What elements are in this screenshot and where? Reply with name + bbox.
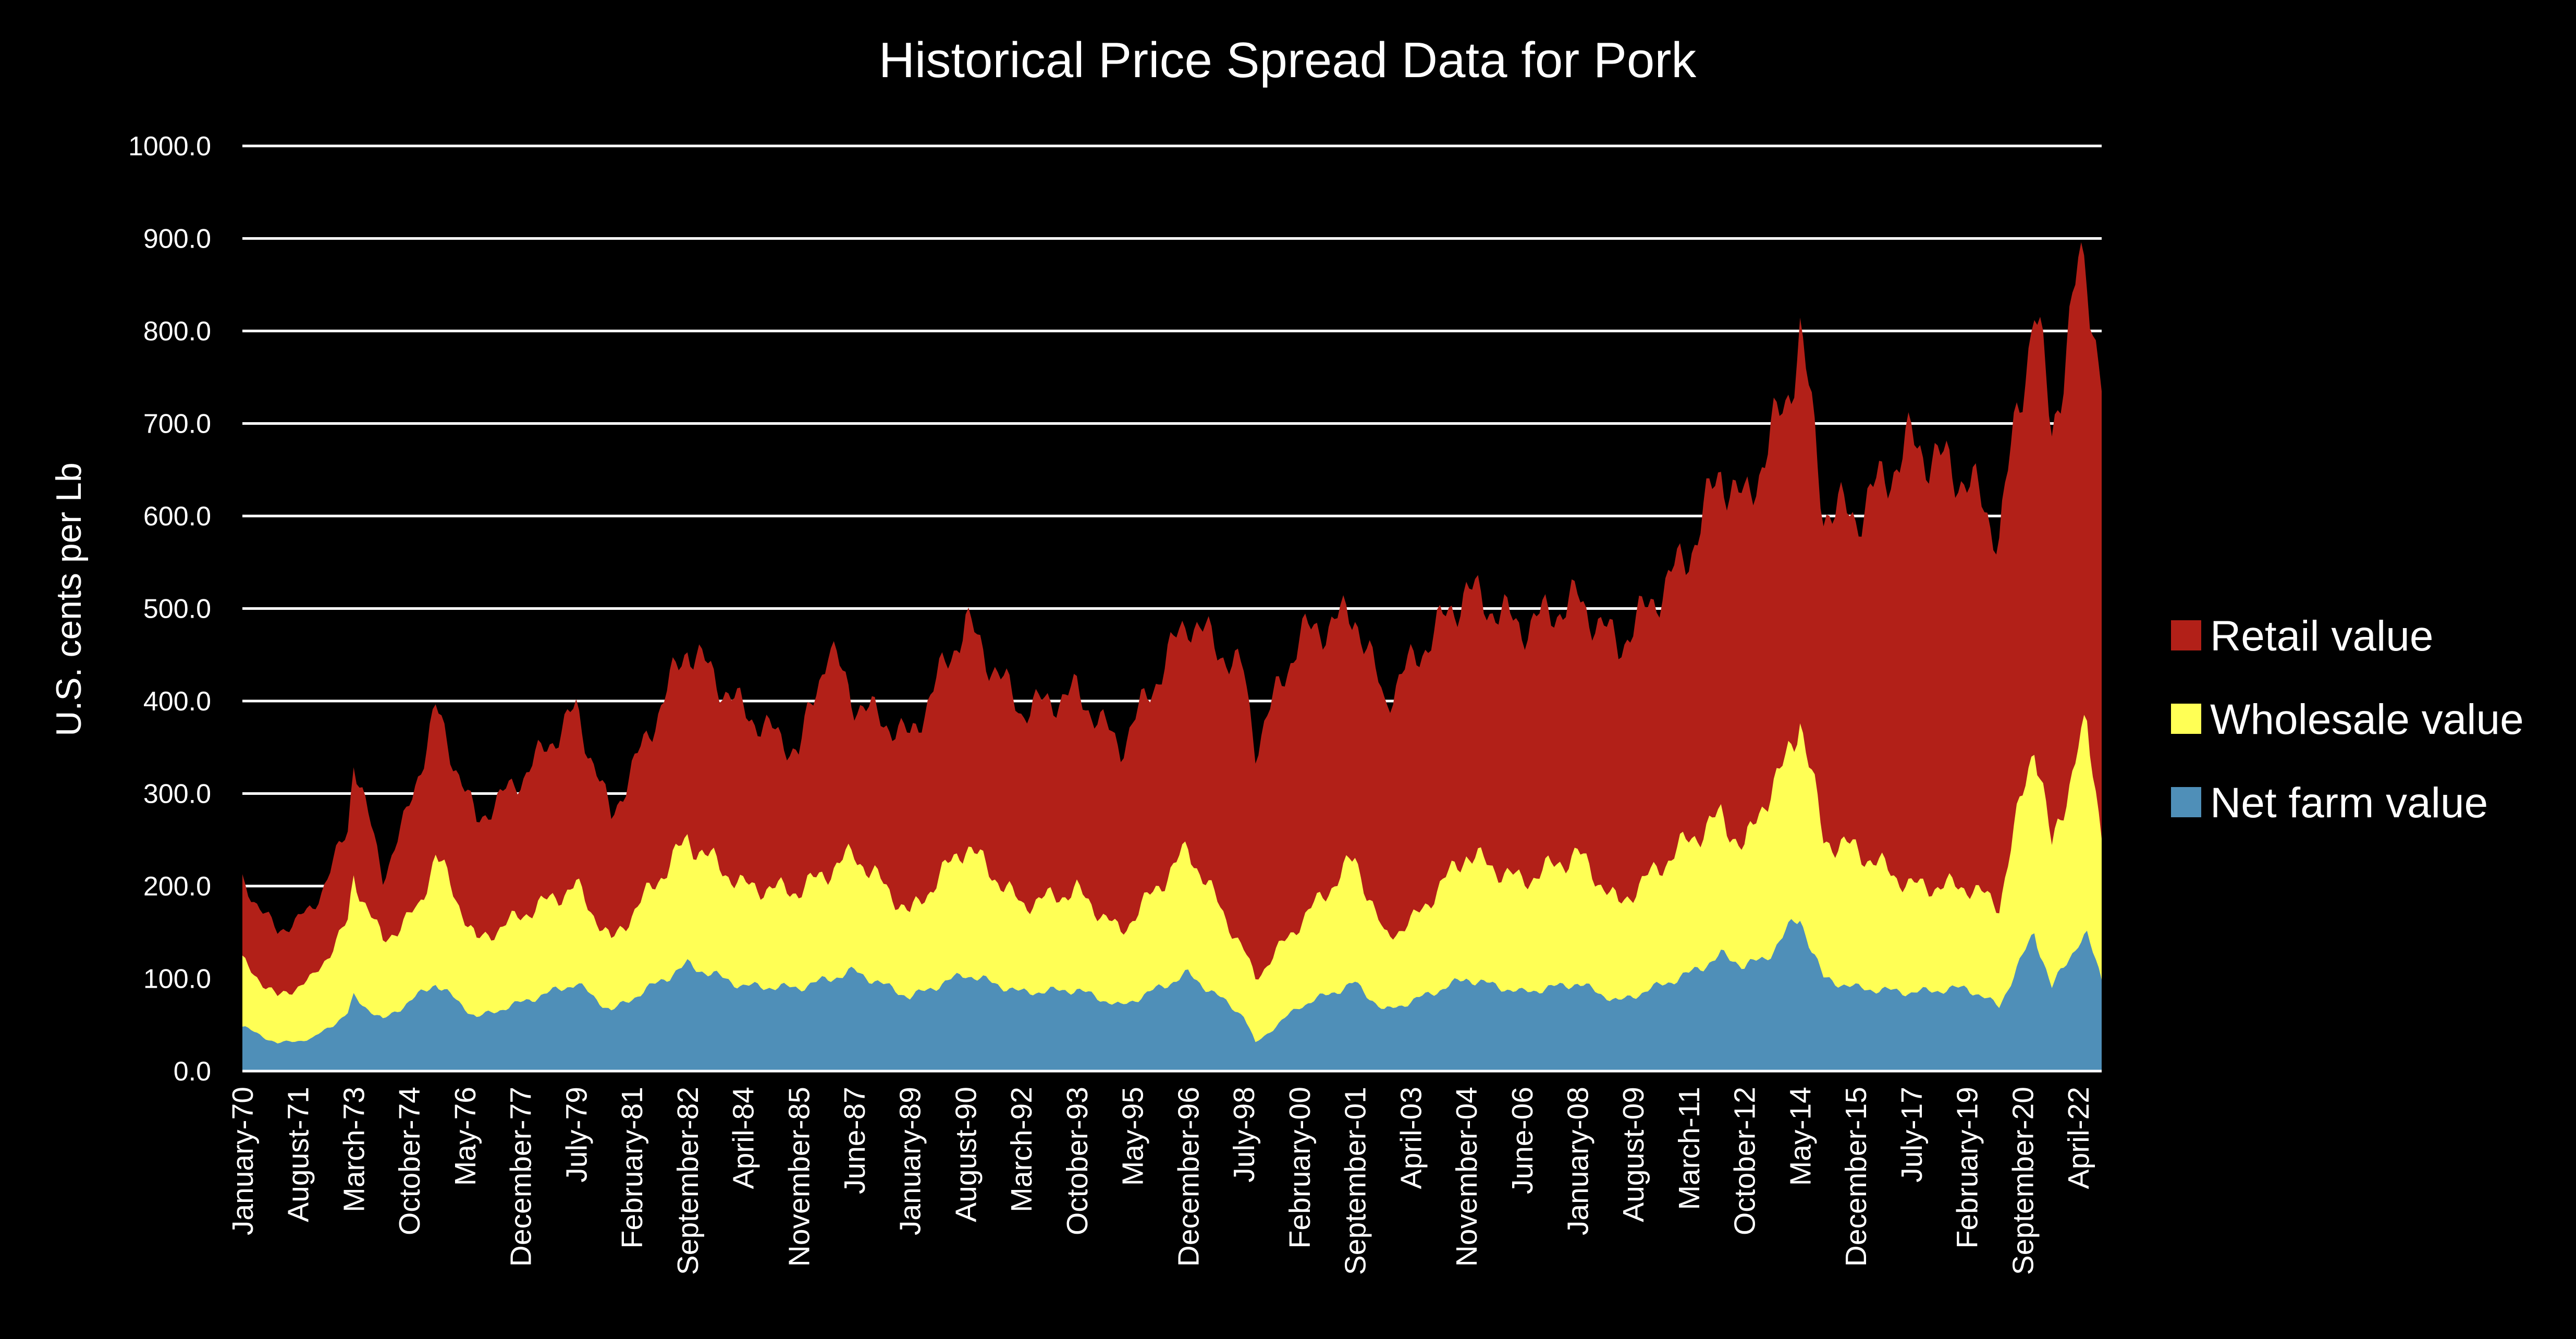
x-tick-label: November-85 (782, 1087, 816, 1267)
legend-label: Net farm value (2210, 779, 2488, 827)
x-tick-label: January-89 (894, 1087, 927, 1235)
x-tick-label: August-90 (950, 1087, 983, 1222)
legend-label: Wholesale value (2210, 696, 2524, 743)
x-tick-label: March-11 (1673, 1087, 1706, 1210)
x-tick-label: February-19 (1951, 1087, 1984, 1248)
x-tick-label: October-93 (1061, 1087, 1094, 1235)
y-tick-label: 200.0 (143, 871, 211, 902)
legend-swatch (2171, 704, 2201, 734)
x-tick-label: December-77 (505, 1087, 538, 1267)
x-tick-label: September-82 (671, 1087, 705, 1275)
y-tick-label: 900.0 (143, 224, 211, 254)
y-tick-label: 500.0 (143, 594, 211, 624)
y-tick-label: 400.0 (143, 686, 211, 717)
y-tick-label: 600.0 (143, 501, 211, 532)
chart-title: Historical Price Spread Data for Pork (879, 32, 1697, 88)
y-axis-ticks: 0.0 100.0 200.0 300.0 400.0 500.0 600.0 700.0 80… (128, 131, 211, 1087)
y-tick-label: 700.0 (143, 409, 211, 439)
legend-swatch (2171, 620, 2201, 650)
y-tick-label: 800.0 (143, 316, 211, 347)
x-tick-label: October-12 (1728, 1087, 1762, 1235)
x-tick-label: October-74 (393, 1087, 426, 1235)
x-tick-label: December-15 (1839, 1087, 1873, 1267)
y-tick-label: 1000.0 (128, 131, 211, 162)
x-tick-label: July-98 (1228, 1087, 1261, 1183)
x-tick-label: May-95 (1117, 1087, 1150, 1186)
legend-swatch (2171, 787, 2201, 817)
x-axis-ticks: January-70 August-71 March-73 October-74 May… (226, 1087, 2095, 1275)
x-tick-label: December-96 (1172, 1087, 1205, 1267)
x-tick-label: July-79 (560, 1087, 593, 1183)
x-tick-label: February-81 (616, 1087, 649, 1248)
x-tick-label: November-04 (1450, 1087, 1483, 1267)
x-tick-label: April-22 (2062, 1087, 2095, 1189)
x-tick-label: June-87 (838, 1087, 872, 1194)
x-tick-label: April-84 (727, 1087, 760, 1189)
x-tick-label: September-01 (1339, 1087, 1372, 1275)
legend: Retail value Wholesale value Net farm valu… (2171, 612, 2524, 827)
net-farm-value-area (242, 919, 2102, 1071)
y-tick-label: 300.0 (143, 779, 211, 809)
x-tick-label: March-92 (1005, 1087, 1038, 1212)
x-tick-label: January-70 (226, 1087, 260, 1235)
x-tick-label: January-08 (1562, 1087, 1595, 1235)
y-tick-label: 100.0 (143, 964, 211, 994)
x-tick-label: July-17 (1895, 1087, 1929, 1183)
x-tick-label: June-06 (1506, 1087, 1539, 1194)
stacked-areas (242, 242, 2102, 1073)
x-tick-label: March-73 (338, 1087, 371, 1212)
x-tick-label: August-71 (282, 1087, 315, 1222)
x-tick-label: May-14 (1784, 1087, 1817, 1186)
x-tick-label: February-00 (1283, 1087, 1317, 1248)
y-tick-label: 0.0 (174, 1057, 211, 1087)
x-tick-label: September-20 (2006, 1087, 2040, 1275)
x-tick-label: May-76 (449, 1087, 482, 1186)
x-tick-label: August-09 (1617, 1087, 1650, 1222)
y-axis-label: U.S. cents per Lb (49, 462, 89, 736)
x-tick-label: April-03 (1394, 1087, 1428, 1189)
legend-label: Retail value (2210, 612, 2433, 660)
